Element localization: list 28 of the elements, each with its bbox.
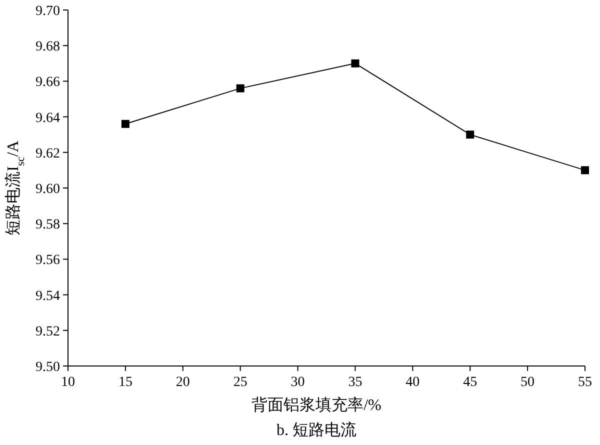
x-tick-label: 20 [176,375,190,390]
x-tick-label: 25 [233,375,248,390]
y-tick-label: 9.50 [36,360,60,375]
point [581,166,589,174]
point [236,84,244,92]
x-axis-title: 背面铝浆填充率/% [252,396,382,414]
y-tick-label: 9.64 [36,110,60,126]
y-tick-label: 9.62 [36,146,60,162]
point [121,120,130,128]
point [466,130,474,139]
y-tick-label: 9.54 [36,288,60,304]
x-tick-label: 45 [463,375,478,390]
y-tick-label: 9.66 [36,75,60,90]
y-tick-label: 9.56 [36,253,60,268]
x-tick-label: 55 [578,375,592,390]
x-tick-label: 35 [348,375,362,390]
x-tick-label: 50 [520,375,535,390]
x-tick-label: 15 [118,375,132,390]
text: b. 短路电流 [276,421,356,439]
x-tick-label: 30 [290,375,305,390]
point [351,59,360,68]
x-tick-label: 40 [406,375,420,390]
y-tick-label: 9.60 [36,182,60,197]
x-tick-label: 10 [61,375,75,390]
y-tick-label: 9.52 [36,324,60,340]
y-tick-label: 9.58 [36,218,60,233]
y-tick-label: 9.70 [36,4,60,19]
y-tick-label: 9.68 [36,40,60,55]
